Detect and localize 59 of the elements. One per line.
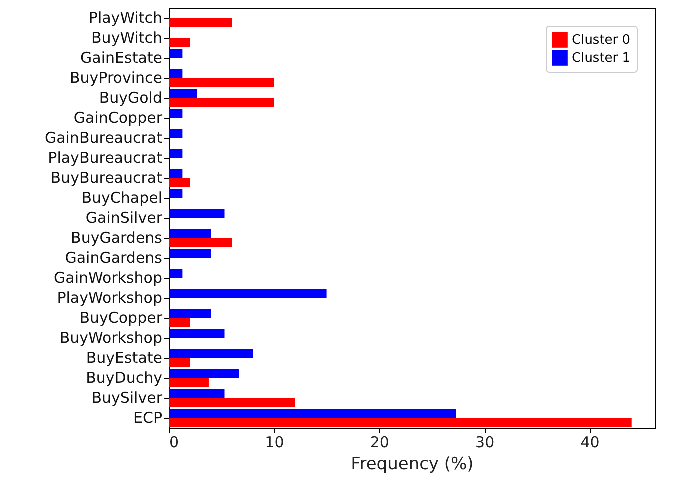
y-tick-label: GainEstate [80, 49, 162, 67]
bar [169, 389, 225, 398]
bar [169, 289, 327, 298]
x-tick-label: 20 [370, 434, 390, 452]
y-tick-label: BuyDuchy [86, 369, 163, 387]
y-tick-label: BuyProvince [70, 69, 162, 87]
bar [169, 418, 632, 427]
x-tick-label: 0 [170, 434, 180, 452]
bar [169, 69, 183, 78]
y-tick-label: BuyWitch [92, 29, 162, 47]
y-tick-label: GainGardens [65, 249, 163, 267]
y-tick-label: GainWorkshop [54, 269, 162, 287]
x-tick-label: 30 [476, 434, 495, 452]
y-tick-label: PlayBureaucrat [48, 149, 163, 167]
bar [169, 369, 240, 378]
y-tick-label: BuySilver [92, 389, 164, 407]
bar [169, 189, 183, 198]
bar [169, 358, 190, 367]
bar [169, 209, 225, 218]
bar [169, 129, 183, 138]
bar [169, 269, 183, 278]
bar [169, 49, 183, 58]
y-tick-label: GainSilver [86, 209, 164, 227]
x-axis-title: Frequency (%) [351, 454, 474, 474]
bar [169, 149, 183, 158]
bar [169, 98, 274, 107]
y-tick-label: BuyChapel [82, 189, 162, 207]
y-tick-label: PlayWorkshop [57, 289, 162, 307]
bar [169, 398, 296, 407]
legend-label: Cluster 0 [572, 33, 631, 48]
bar [169, 378, 209, 387]
bar [169, 18, 232, 27]
bar [169, 178, 190, 187]
y-tick-label: BuyBureaucrat [50, 169, 163, 187]
bar [169, 38, 190, 47]
x-tick-label: 10 [265, 434, 284, 452]
y-tick-label: BuyGold [99, 89, 162, 107]
y-tick-label: GainCopper [74, 109, 164, 127]
bar [169, 78, 274, 87]
bar [169, 109, 183, 118]
y-tick-label: GainBureaucrat [44, 129, 163, 147]
y-tick-label: PlayWitch [88, 9, 162, 27]
bar [169, 349, 254, 358]
bar [169, 238, 232, 247]
bar [169, 409, 456, 418]
bar [169, 89, 198, 98]
bar [169, 229, 212, 238]
bar [169, 169, 183, 178]
bar [169, 309, 212, 318]
y-tick-label: ECP [134, 409, 162, 427]
legend-label: Cluster 1 [572, 51, 631, 66]
y-tick-label: BuyWorkshop [60, 329, 162, 347]
x-tick-label: 40 [580, 434, 600, 452]
y-tick-label: BuyEstate [86, 349, 162, 367]
y-tick-label: BuyGardens [71, 229, 163, 247]
y-tick-label: BuyCopper [80, 309, 164, 327]
bar [169, 318, 190, 327]
bar [169, 329, 225, 338]
bar [169, 249, 212, 258]
